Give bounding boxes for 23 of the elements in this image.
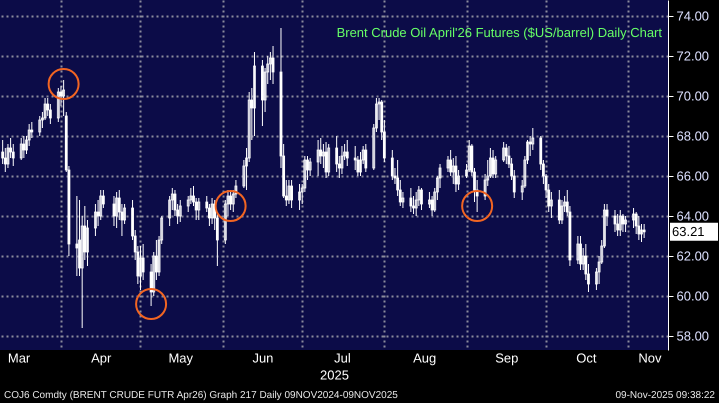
x-tick-label: Jul	[334, 350, 351, 366]
y-tick-label: 72.00	[676, 48, 710, 64]
y-tick-label: 66.00	[676, 168, 710, 184]
text: 09-Nov-2025 09:38:22	[615, 390, 715, 400]
x-tick-label: Apr	[91, 350, 112, 366]
text: Brent Crude Oil April'26 Futures ($US/barrel) Daily Chart	[336, 25, 662, 40]
x-tick-label: Jun	[252, 350, 274, 366]
x-axis-title: 2025	[320, 368, 349, 382]
x-tick-label: Aug	[413, 350, 436, 366]
x-tick-label: Mar	[8, 350, 31, 366]
y-tick-label: 60.00	[676, 288, 710, 304]
y-tick-label: 62.00	[676, 248, 710, 264]
y-tick-label: 58.00	[676, 328, 710, 344]
y-tick-label: 68.00	[676, 128, 710, 144]
text: COJ6 Comdty (BRENT CRUDE FUTR Apr26) Graph 217 Daily 09NOV2024-09NOV2025	[4, 390, 398, 400]
y-tick-label: 74.00	[676, 8, 710, 24]
y-tick-label: 70.00	[676, 88, 710, 104]
text: 63.21	[672, 224, 705, 239]
x-tick-label: Nov	[638, 350, 662, 366]
x-tick-label: May	[168, 350, 194, 366]
x-tick-label: Sep	[495, 350, 518, 366]
y-tick-label: 64.00	[676, 208, 710, 224]
x-tick-label: Oct	[576, 350, 597, 366]
